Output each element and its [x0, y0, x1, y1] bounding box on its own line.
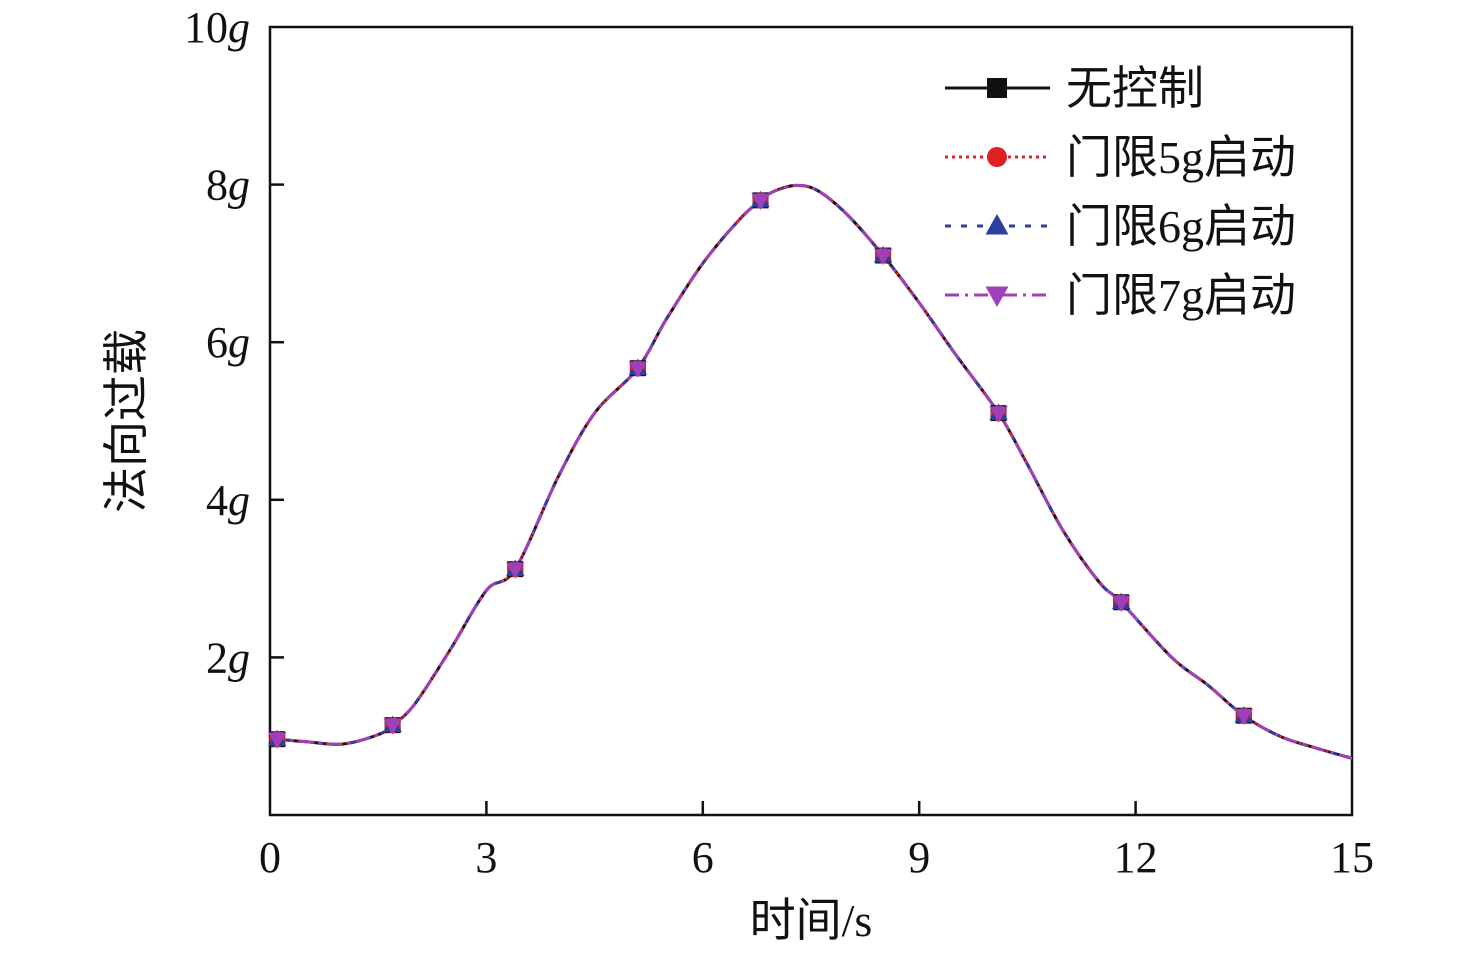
y-tick-label: 2g: [206, 633, 250, 682]
series-point-4: [751, 193, 770, 210]
legend-marker-1: [987, 78, 1007, 98]
legend-label-3: 门限6g启动: [1066, 201, 1296, 252]
series-line-4: [269, 183, 1353, 760]
legend-marker-2: [987, 147, 1007, 167]
x-tick-label: 15: [1330, 833, 1374, 882]
legend-label-1: 无控制: [1066, 63, 1204, 114]
series-point-4: [383, 718, 402, 735]
series-point-4: [628, 361, 648, 378]
legend-label-4: 门限7g启动: [1066, 270, 1296, 321]
y-tick-label: 10g: [184, 3, 250, 52]
series-point-4: [268, 732, 287, 749]
series-point-4: [873, 248, 893, 266]
y-tick-label: 6g: [206, 318, 250, 367]
x-tick-label: 9: [908, 833, 930, 882]
x-axis-label: 时间/s: [750, 895, 873, 946]
series-point-4: [989, 406, 1008, 423]
x-tick-label: 6: [692, 833, 714, 882]
legend-marker-4: [985, 286, 1009, 307]
legend-marker-3: [985, 214, 1009, 235]
series-point-4: [506, 562, 525, 579]
y-tick-label: 8g: [206, 161, 250, 210]
y-tick-label: 4g: [206, 476, 250, 525]
series-layer: [268, 183, 1353, 760]
axis-ticks: 0 3 6 9 12 15 2g 4g 6g 8g 10g: [184, 3, 1374, 882]
legend-label-2: 门限5g启动: [1066, 132, 1296, 183]
x-tick-label: 0: [259, 833, 281, 882]
series-point-4: [1234, 708, 1253, 726]
plot-frame: [268, 25, 1354, 817]
series-point-4: [1111, 595, 1131, 612]
y-axis-label: 法向过载: [101, 329, 152, 513]
x-tick-label: 3: [475, 833, 497, 882]
x-tick-label: 12: [1114, 833, 1158, 882]
